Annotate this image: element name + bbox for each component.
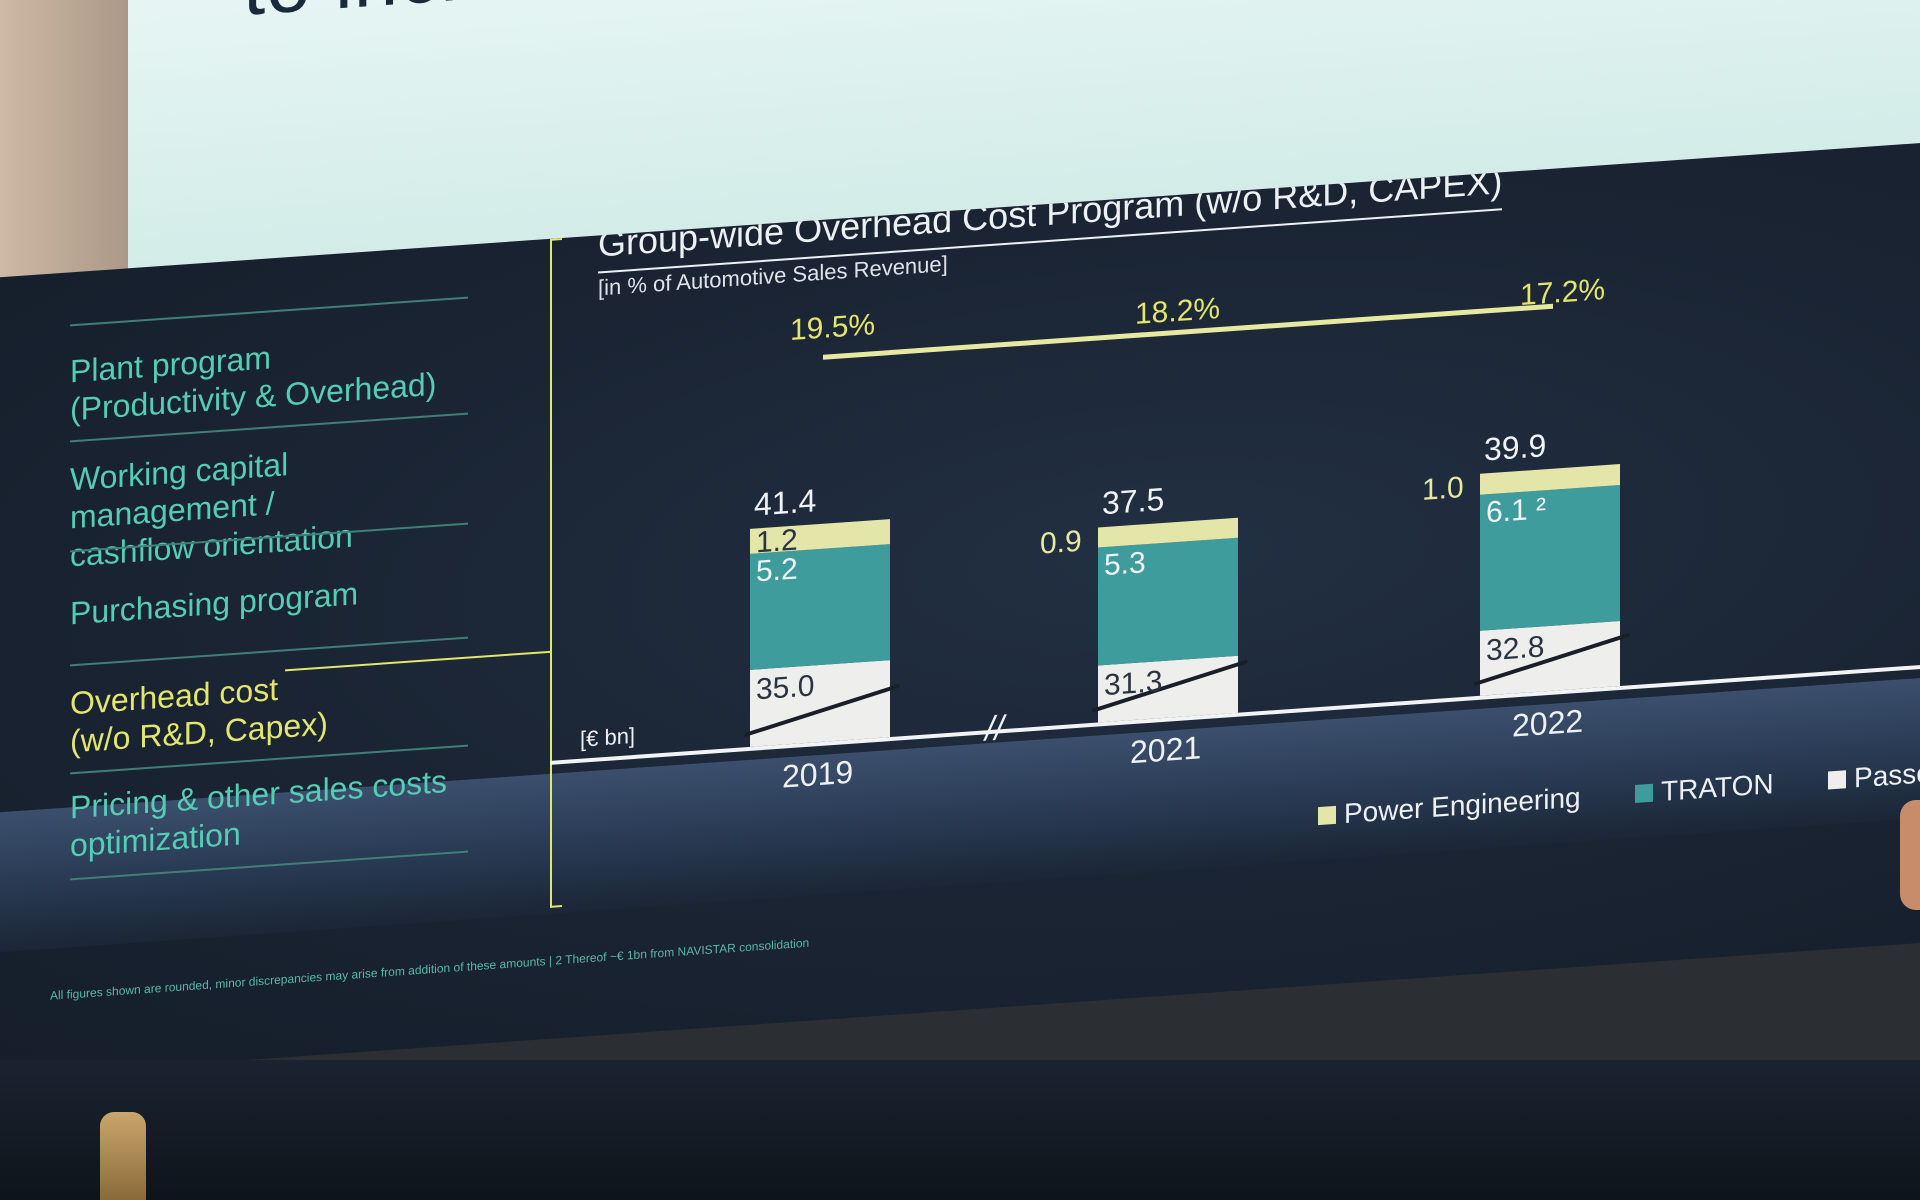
segment-label-power-engineering: 1.2 <box>756 523 798 560</box>
legend-label: Passe <box>1854 757 1920 794</box>
bar-total-label: 37.5 <box>1102 481 1165 522</box>
x-tick-label: 2022 <box>1512 702 1584 744</box>
legend-item-passenger: Passe <box>1828 757 1920 794</box>
legend-swatch-power-engineering <box>1318 805 1336 826</box>
x-tick-label: 2019 <box>782 753 854 795</box>
segment-label-power-engineering: 0.9 <box>1040 525 1082 562</box>
bar-total-label: 41.4 <box>754 481 817 523</box>
legend-item-traton: TRATON <box>1635 768 1774 807</box>
segment-label-passenger: 32.8 <box>1486 629 1545 667</box>
stacked-bar-chart: [€ bn] // Power Engineering TRATON Passe… <box>0 141 1920 1078</box>
axis-break-mark: // <box>985 709 1004 749</box>
bar-total-label: 39.9 <box>1484 426 1547 468</box>
room-wall <box>0 0 140 300</box>
revenue-share-label: 19.5% <box>790 308 876 348</box>
legend-swatch-passenger <box>1828 770 1847 790</box>
upper-headline: to increase robustness of <box>243 0 1162 34</box>
segment-label-passenger: 31.3 <box>1104 664 1163 702</box>
revenue-share-label: 18.2% <box>1135 291 1221 331</box>
segment-label-passenger: 35.0 <box>756 669 815 707</box>
legend-swatch-traton <box>1635 783 1654 803</box>
legend-label: TRATON <box>1661 768 1774 808</box>
segment-label-traton: 5.3 <box>1104 545 1146 582</box>
presentation-slide: Plant program (Productivity & Overhead) … <box>0 140 1920 1078</box>
water-bottle <box>100 1112 146 1200</box>
room-foreground <box>0 1060 1920 1200</box>
segment-label-traton: 6.1 ² <box>1486 491 1547 530</box>
legend-item-power-engineering: Power Engineering <box>1318 782 1581 829</box>
revenue-share-label: 17.2% <box>1520 273 1606 313</box>
presenter-hand <box>1900 800 1920 910</box>
segment-label-power-engineering: 1.0 <box>1422 470 1464 507</box>
chart-legend: Power Engineering TRATON Passe <box>1318 757 1920 832</box>
x-tick-label: 2021 <box>1130 729 1202 771</box>
unit-label: [€ bn] <box>580 722 636 752</box>
legend-label: Power Engineering <box>1344 781 1581 830</box>
